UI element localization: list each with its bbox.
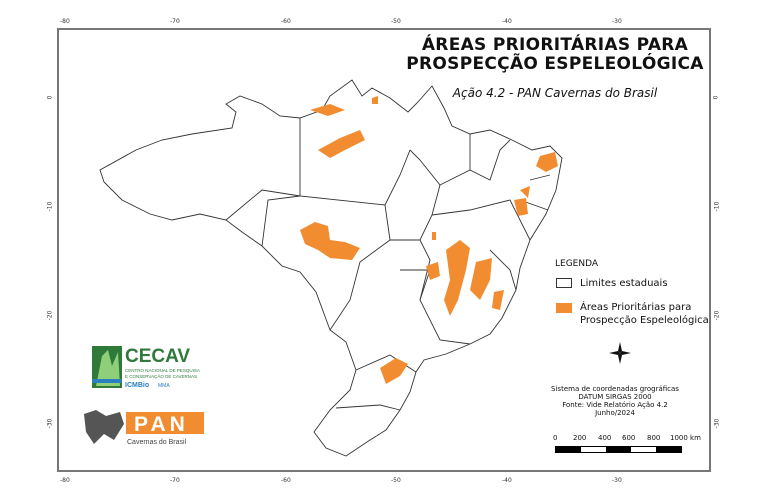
- info-line: Fonte: Vide Relatório Ação 4.2: [562, 401, 668, 409]
- priority-area: [372, 96, 378, 104]
- scale-label: 400: [598, 434, 612, 442]
- svg-text:PAN: PAN: [134, 413, 189, 436]
- lon-tick: -70: [170, 477, 180, 484]
- lon-tick: -30: [612, 18, 622, 25]
- compass-star-icon: [609, 342, 631, 364]
- lon-tick: -40: [502, 18, 512, 25]
- legend-label: Limites estaduais: [580, 278, 668, 289]
- priority-area: [444, 240, 470, 316]
- title-line: ÁREAS PRIORITÁRIAS PARA: [421, 35, 689, 55]
- priority-area: [520, 186, 530, 198]
- brazil-outline: [99, 79, 563, 457]
- map-info: Sistema de coordenadas grográficas DATUM…: [545, 385, 685, 417]
- legend-title: LEGENDA: [555, 259, 599, 269]
- priority-area: [432, 232, 436, 240]
- scale-label: 200: [573, 434, 587, 442]
- priority-areas: [300, 96, 558, 384]
- priority-area: [380, 358, 408, 384]
- lon-tick: -60: [281, 18, 291, 25]
- lon-tick: -80: [60, 477, 70, 484]
- svg-text:CENTRO NACIONAL DE PESQUISA: CENTRO NACIONAL DE PESQUISA: [125, 368, 200, 373]
- legend-swatch-priority-areas: [556, 303, 572, 313]
- map-title: ÁREAS PRIORITÁRIAS PARA PROSPECÇÃO ESPEL…: [400, 36, 710, 74]
- priority-area: [514, 198, 528, 216]
- priority-area: [300, 222, 360, 260]
- svg-text:Cavernas do Brasil: Cavernas do Brasil: [127, 439, 187, 446]
- priority-area: [536, 152, 558, 172]
- map-subtitle: Ação 4.2 - PAN Cavernas do Brasil: [452, 86, 658, 100]
- lon-tick: -80: [60, 18, 70, 25]
- priority-area: [470, 258, 492, 300]
- svg-text:E CONSERVAÇÃO DE CAVERNAS: E CONSERVAÇÃO DE CAVERNAS: [125, 373, 197, 379]
- info-line: DATUM SIRGAS 2000: [578, 393, 652, 401]
- legend-label: Áreas Prioritárias para Prospecção Espel…: [580, 301, 709, 327]
- map-frame: [57, 28, 711, 472]
- scale-label: 800: [647, 434, 661, 442]
- cecav-logo: CECAV CENTRO NACIONAL DE PESQUISA E CONS…: [92, 346, 222, 396]
- scale-bar: [555, 446, 682, 453]
- svg-text:CECAV: CECAV: [125, 346, 190, 367]
- pan-logo: PAN Cavernas do Brasil: [84, 410, 214, 454]
- legend-label-line: Prospecção Espeleológica: [580, 315, 709, 326]
- lon-tick: -50: [391, 477, 401, 484]
- priority-area: [310, 104, 345, 116]
- state-borders: [99, 79, 563, 457]
- lon-tick: -30: [612, 477, 622, 484]
- lon-tick: -50: [391, 18, 401, 25]
- legend-label-line: Áreas Prioritárias para: [580, 302, 692, 313]
- svg-text:ICMBio: ICMBio: [125, 382, 149, 389]
- lon-tick: -60: [281, 477, 291, 484]
- priority-area: [426, 262, 440, 280]
- info-line: Sistema de coordenadas grográficas: [551, 385, 679, 393]
- priority-area: [318, 130, 365, 158]
- scale-label: 1000 km: [670, 434, 701, 442]
- lon-tick: -70: [170, 18, 180, 25]
- priority-area: [492, 290, 504, 310]
- scale-label: 0: [553, 434, 558, 442]
- legend-swatch-state-limits: [556, 278, 572, 288]
- title-line: PROSPECÇÃO ESPELEOLÓGICA: [406, 54, 704, 74]
- info-line: Junho/2024: [595, 409, 635, 417]
- svg-text:MMA: MMA: [158, 383, 170, 389]
- scale-label: 600: [622, 434, 636, 442]
- lon-tick: -40: [502, 477, 512, 484]
